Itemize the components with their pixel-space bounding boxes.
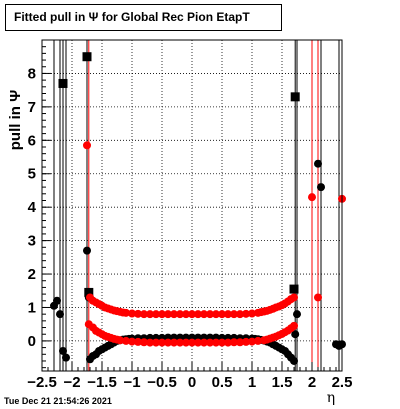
square-marker: [82, 52, 92, 62]
circle-marker: [83, 141, 91, 150]
x-tick-label: −2.5: [27, 374, 57, 391]
square-marker: [289, 284, 299, 294]
circle-marker: [188, 310, 196, 319]
circle-marker: [290, 321, 298, 330]
circle-marker: [134, 309, 142, 318]
circle-marker: [83, 246, 91, 255]
y-tick-label: 2: [28, 266, 36, 283]
circle-marker: [182, 310, 190, 319]
x-tick-label: 0: [188, 374, 196, 391]
circle-marker: [140, 338, 148, 347]
error-bars: [53, 40, 343, 371]
y-tick-label: 5: [28, 166, 36, 183]
circle-marker: [236, 338, 244, 347]
x-tick-label: 2: [308, 374, 316, 391]
circle-marker: [128, 337, 136, 346]
circle-marker: [293, 310, 301, 319]
circle-marker: [116, 336, 124, 345]
circle-marker: [314, 159, 322, 168]
square-marker: [84, 287, 94, 297]
circle-marker: [290, 293, 298, 302]
x-tick-label: 1: [248, 374, 256, 391]
x-tick-label: 2.5: [332, 374, 353, 391]
x-tick-label: −1: [123, 374, 140, 391]
circle-marker: [206, 310, 214, 319]
chart-title: Fitted pull in Ψ for Global Rec Pion Eta…: [5, 4, 282, 31]
circle-marker: [188, 338, 196, 347]
circle-marker: [134, 337, 142, 346]
circle-marker: [194, 310, 202, 319]
y-tick-label: 8: [28, 65, 36, 82]
circle-marker: [194, 338, 202, 347]
circle-marker: [236, 310, 244, 319]
y-tick-label: 7: [28, 99, 36, 116]
circle-marker: [152, 310, 160, 319]
axis-ticks: −2.5 −2 −1.5 −1 −0.5 0 0.5 1 1.5 2 2.5 0 1 2 3 4 5 6 7 8: [27, 39, 353, 391]
circle-marker: [158, 310, 166, 319]
circle-marker: [200, 338, 208, 347]
circle-marker: [170, 310, 178, 319]
circle-marker: [291, 330, 300, 339]
circle-marker: [176, 338, 184, 347]
circle-marker: [182, 338, 190, 347]
circle-marker: [200, 310, 208, 319]
circle-marker: [212, 310, 220, 319]
circle-marker: [62, 353, 70, 362]
circle-marker: [314, 293, 322, 302]
y-tick-label: 3: [28, 233, 36, 250]
circle-marker: [224, 338, 232, 347]
y-tick-label: 6: [28, 132, 36, 149]
data-points: [50, 52, 346, 365]
circle-marker: [128, 309, 136, 318]
x-tick-label: −2: [63, 374, 80, 391]
circle-marker: [248, 309, 256, 318]
x-tick-label: −1.5: [87, 374, 117, 391]
circle-marker: [212, 338, 220, 347]
circle-marker: [176, 310, 184, 319]
circle-marker: [152, 338, 160, 347]
y-tick-label: 4: [28, 199, 37, 216]
x-tick-label: 0.5: [212, 374, 233, 391]
y-tick-label: 0: [28, 333, 36, 350]
circle-marker: [248, 337, 256, 346]
circle-marker: [56, 310, 64, 319]
x-axis-label: η: [327, 390, 335, 406]
circle-marker: [254, 336, 262, 345]
circle-marker: [158, 338, 166, 347]
circle-marker: [218, 338, 226, 347]
circle-marker: [59, 346, 67, 355]
y-tick-label: 1: [28, 299, 36, 316]
circle-marker: [230, 310, 238, 319]
circle-marker: [164, 310, 172, 319]
circle-marker: [122, 308, 130, 317]
timestamp: Tue Dec 21 21:54:26 2021: [4, 396, 112, 406]
circle-marker: [224, 310, 232, 319]
circle-marker: [218, 310, 226, 319]
x-tick-label: −0.5: [147, 374, 177, 391]
circle-marker: [206, 338, 214, 347]
circle-marker: [53, 296, 61, 305]
circle-marker: [170, 338, 178, 347]
circle-marker: [146, 310, 154, 319]
square-marker: [58, 78, 68, 88]
circle-marker: [317, 183, 325, 192]
circle-marker: [242, 337, 250, 346]
circle-marker: [164, 338, 172, 347]
circle-marker: [308, 193, 316, 202]
circle-marker: [122, 336, 130, 345]
circle-marker: [230, 338, 238, 347]
square-marker: [290, 92, 300, 102]
circle-marker: [290, 356, 298, 365]
circle-marker: [242, 309, 250, 318]
y-axis-label: pull in Ψ: [7, 90, 24, 150]
circle-marker: [146, 338, 154, 347]
circle-marker: [140, 310, 148, 319]
x-tick-label: 1.5: [272, 374, 293, 391]
